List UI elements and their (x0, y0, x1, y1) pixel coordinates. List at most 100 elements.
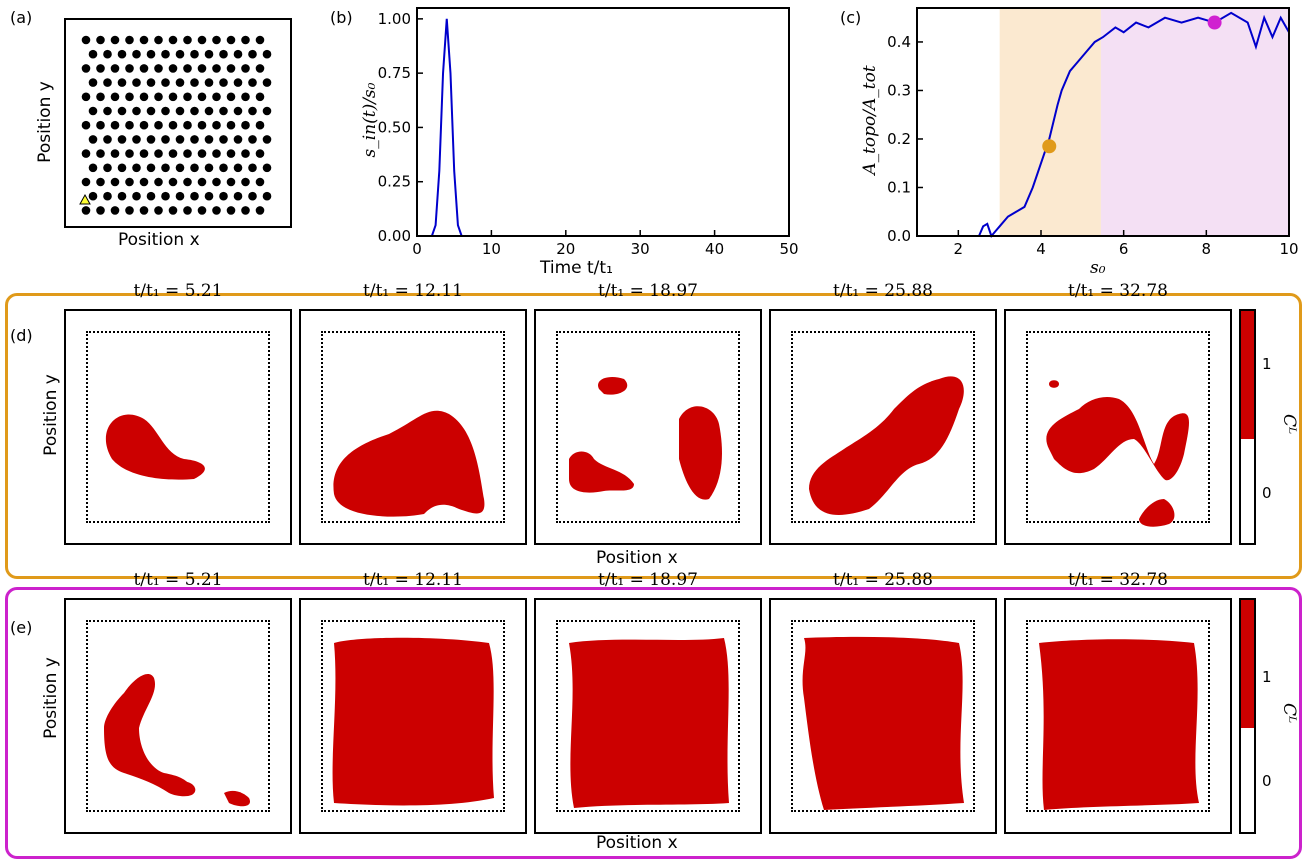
lattice-site (125, 92, 134, 102)
panel-label-b: (b) (330, 8, 353, 27)
colorbar-e (1239, 598, 1256, 834)
row-d-ylabel: Position y (41, 374, 61, 456)
colorbar-d-tick-0: 0 (1262, 484, 1272, 502)
sample-boundary (321, 331, 505, 523)
y-tick-label: 1.00 (378, 10, 411, 28)
lattice-site (88, 49, 98, 59)
lattice-site (139, 92, 149, 102)
shaded-region (1100, 8, 1289, 236)
highlight-point (1207, 15, 1222, 30)
lattice-site (233, 191, 243, 201)
panel-b-xlabel: Time t/t₁ (540, 258, 613, 278)
topological-region-map (104, 673, 250, 807)
lattice-site (81, 206, 91, 215)
lattice-site (161, 163, 170, 173)
lattice-site (197, 92, 207, 102)
colorbar-e-label: Cᴸ (1279, 702, 1300, 724)
lattice-site (262, 78, 272, 87)
lattice-site (262, 135, 272, 144)
topological-region (105, 414, 205, 480)
lattice-site (190, 106, 199, 116)
lattice-site (154, 35, 163, 45)
lattice-site (117, 78, 127, 87)
lattice-site (110, 120, 120, 130)
lattice-site (226, 177, 236, 187)
sample-boundary (791, 620, 975, 812)
lattice-site (212, 120, 221, 130)
lattice-site (190, 49, 199, 59)
lattice-site (168, 206, 178, 215)
sample-boundary (321, 620, 505, 812)
x-tick-label: 40 (705, 240, 724, 258)
lattice-site (226, 206, 236, 215)
lattice-site (88, 106, 98, 116)
sample-boundary (556, 331, 740, 523)
lattice-site (132, 135, 141, 144)
x-tick-label: 0 (412, 240, 422, 258)
topological-region (179, 781, 196, 794)
lattice-site (168, 177, 178, 187)
panel-a-xlabel: Position x (118, 230, 200, 250)
lattice-site (262, 163, 272, 173)
lattice-site (81, 177, 91, 187)
topological-region-map (333, 410, 485, 517)
lattice-site (248, 135, 257, 144)
lattice-site (233, 78, 243, 87)
lattice-site (96, 92, 105, 102)
sample-boundary (791, 331, 975, 523)
lattice-site (212, 92, 221, 102)
lattice-site (125, 120, 134, 130)
lattice-site (125, 149, 134, 158)
lattice-site (146, 49, 156, 59)
lattice-site (161, 78, 170, 87)
lattice-site (226, 35, 236, 45)
y-tick-label: 0.1 (887, 178, 911, 196)
lattice-site (233, 135, 243, 144)
lattice-site (81, 149, 91, 158)
x-tick-label: 2 (954, 240, 964, 258)
lattice-site (139, 149, 149, 158)
lattice-site (154, 177, 163, 187)
topological-region-map (809, 376, 964, 515)
topological-region (224, 790, 250, 807)
snapshot-title-d-2: t/t₁ = 12.11 (363, 281, 463, 301)
row-e-box (5, 587, 1302, 859)
lattice-site (117, 135, 127, 144)
lattice-site (262, 49, 272, 59)
lattice-site (219, 163, 228, 173)
lattice-points (79, 35, 272, 215)
row-e-xlabel: Position x (596, 833, 678, 853)
lattice-site (190, 78, 199, 87)
lattice-site (175, 163, 185, 173)
x-tick-label: 4 (1036, 240, 1046, 258)
lattice-site (132, 78, 141, 87)
y-tick-label: 0.25 (378, 173, 411, 191)
lattice-site (154, 64, 163, 73)
lattice-site (96, 177, 105, 187)
row-e-ylabel: Position y (41, 657, 61, 739)
x-tick-label: 20 (556, 240, 575, 258)
lattice-site (161, 135, 170, 144)
lattice-site (204, 135, 214, 144)
lattice-site (146, 135, 156, 144)
shaded-region (999, 8, 1101, 236)
topological-region (1046, 397, 1189, 481)
snapshot-frame-d-3 (534, 309, 762, 545)
sample-boundary (86, 620, 270, 812)
colorbar-e-tick-1: 1 (1262, 668, 1272, 686)
y-tick-label: 0.75 (378, 64, 411, 82)
pulse-chart: 0 10 20 30 40 50 0.00 0.25 0.50 0.75 1.00 (378, 7, 799, 258)
topological-region (569, 451, 634, 493)
lattice-site (183, 149, 192, 158)
snapshot-title-e-1: t/t₁ = 5.21 (133, 570, 223, 590)
lattice-site (88, 135, 98, 144)
area-fraction-chart: 2 4 6 8 10 0.0 0.1 0.2 0.3 0.4 (887, 7, 1299, 258)
topological-region (1039, 639, 1199, 810)
lattice-site (204, 106, 214, 116)
panel-c-ylabel: A_topo/A_tot (860, 65, 880, 175)
lattice-site (248, 191, 257, 201)
lattice-site (132, 106, 141, 116)
x-tick-label: 50 (779, 240, 798, 258)
lattice-site (262, 191, 272, 201)
lattice-site (88, 191, 98, 201)
